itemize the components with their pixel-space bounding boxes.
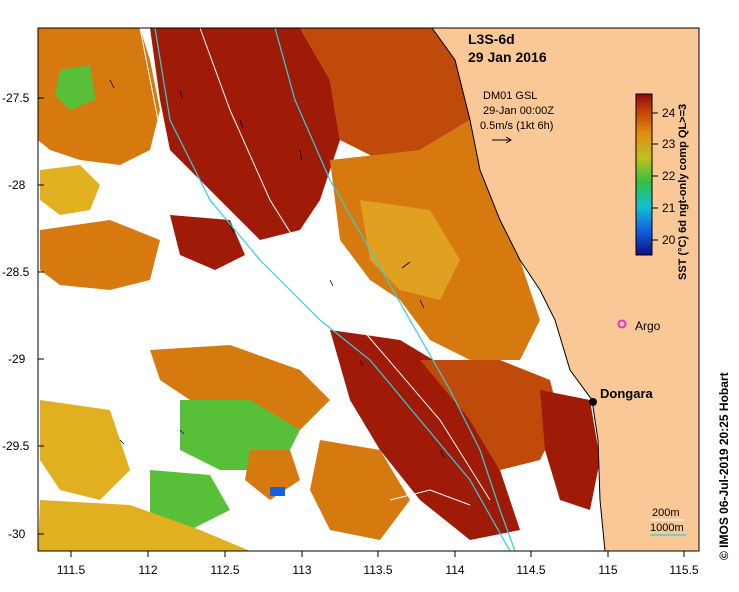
colorbar-tick-label: 24 bbox=[662, 106, 676, 120]
lon-tick-label: 113.5 bbox=[363, 563, 392, 577]
colorbar-label: SST (°C) 6d ngt-only comp QL>=3 bbox=[677, 104, 689, 280]
colorbar-tick-label: 20 bbox=[662, 233, 676, 247]
lon-tick-label: 114.5 bbox=[516, 563, 545, 577]
isobath-1000-line-inner bbox=[274, 28, 516, 551]
lon-tick-label: 115 bbox=[598, 563, 617, 577]
latitude-labels: -27.5 -28 -28.5 -29 -29.5 -30 bbox=[2, 91, 30, 541]
credit-text: © IMOS 06-Jul-2019 20:25 Hobart bbox=[717, 372, 731, 560]
current-scale: 0.5m/s (1kt 6h) bbox=[480, 120, 553, 132]
isobath-200-label: 200m bbox=[652, 507, 680, 519]
isobath-1000-label: 1000m bbox=[650, 522, 684, 534]
town-dot-icon bbox=[589, 398, 597, 406]
longitude-ticks bbox=[70, 551, 685, 557]
current-source: DM01 GSL bbox=[483, 90, 537, 102]
isobath-200-line-2 bbox=[199, 28, 491, 501]
colorbar-scale bbox=[635, 93, 653, 256]
isobath-1000-line bbox=[154, 28, 511, 551]
lat-tick-label: -29.5 bbox=[2, 439, 30, 453]
argo-float-icon bbox=[617, 319, 627, 329]
isobath-200-line bbox=[139, 28, 161, 201]
colorbar-tick-label: 22 bbox=[662, 169, 676, 183]
lon-tick-label: 115.5 bbox=[669, 563, 698, 577]
lat-tick-label: -29 bbox=[8, 352, 26, 366]
isobath-legend: 200m 1000m bbox=[650, 507, 686, 536]
lat-tick-label: -28 bbox=[8, 178, 26, 192]
isobath-200-line-3 bbox=[389, 489, 471, 506]
colorbar: 24 23 22 21 20 SST (°C) 6d ngt-only comp… bbox=[635, 93, 689, 280]
colorbar-tick-label: 21 bbox=[662, 201, 676, 215]
map-date: 29 Jan 2016 bbox=[468, 49, 547, 65]
land-mass bbox=[431, 28, 699, 551]
scale-arrow-icon bbox=[492, 136, 512, 144]
argo-marker: Argo bbox=[617, 319, 661, 333]
colorbar-tick-label: 23 bbox=[662, 137, 676, 151]
argo-label: Argo bbox=[635, 319, 661, 333]
lon-tick-label: 112 bbox=[138, 563, 157, 577]
latitude-ticks bbox=[38, 97, 44, 535]
lon-tick-label: 114 bbox=[445, 563, 464, 577]
plot-frame bbox=[37, 27, 700, 552]
lon-tick-label: 111.5 bbox=[57, 563, 86, 577]
lat-tick-label: -27.5 bbox=[2, 91, 30, 105]
lon-tick-label: 112.5 bbox=[210, 563, 239, 577]
lon-tick-label: 113 bbox=[292, 563, 311, 577]
lat-tick-label: -28.5 bbox=[2, 265, 30, 279]
current-time: 29-Jan 00:00Z bbox=[483, 105, 554, 117]
current-vectors bbox=[109, 79, 445, 458]
longitude-labels: 111.5 112 112.5 113 113.5 114 114.5 115 … bbox=[57, 563, 699, 577]
town-label: Dongara bbox=[600, 386, 654, 401]
sst-field bbox=[38, 28, 600, 551]
dongara-marker: Dongara bbox=[589, 386, 654, 406]
product-title: L3S-6d bbox=[468, 31, 515, 47]
lat-tick-label: -30 bbox=[8, 527, 26, 541]
